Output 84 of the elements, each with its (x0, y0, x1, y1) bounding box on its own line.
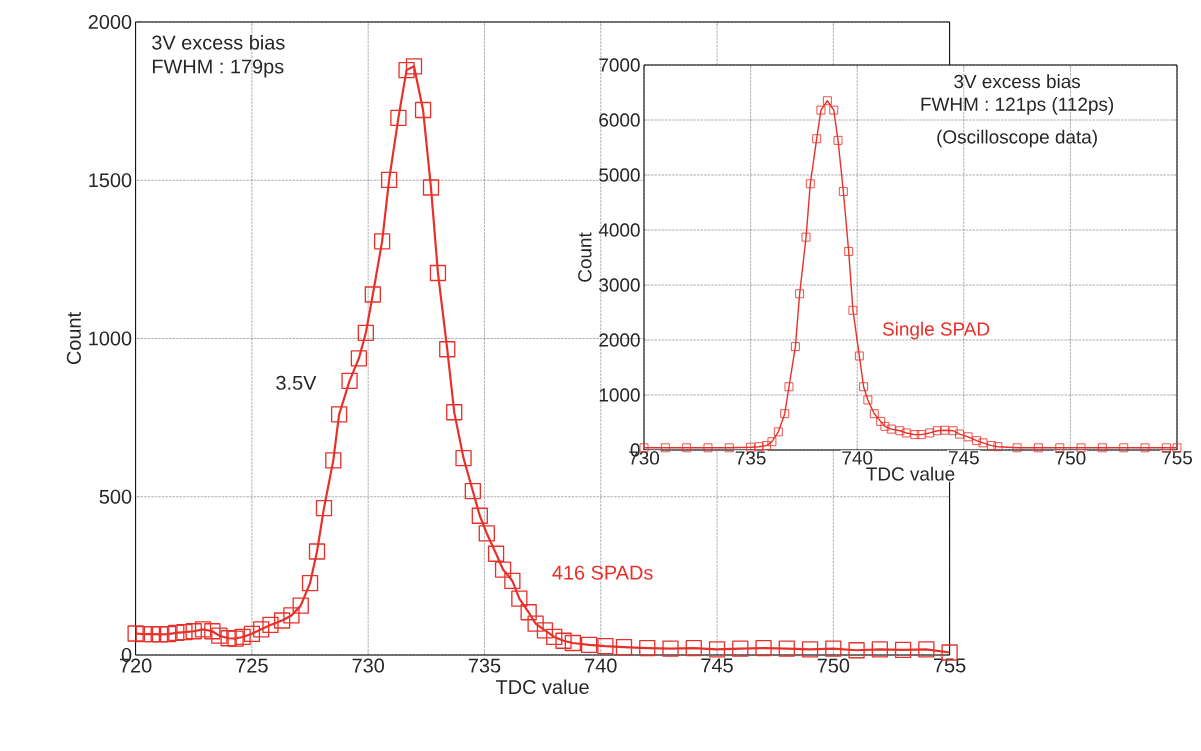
y-tick-label: 4000 (598, 223, 640, 237)
point (784, 382, 794, 392)
x-tick-label: 750 (817, 658, 850, 673)
y-tick-label: 5000 (599, 168, 640, 182)
y-tick-label: 1000 (89, 331, 132, 346)
point (1012, 443, 1022, 453)
point (844, 247, 854, 256)
y-tick-label: 500 (99, 489, 132, 504)
point (955, 429, 964, 439)
y-tick-label: 2000 (599, 333, 640, 347)
x-tick-label: 740 (585, 658, 617, 673)
annotation: 3.5V (276, 375, 317, 390)
point (910, 430, 920, 440)
x-tick-label: 730 (352, 658, 385, 673)
point (660, 443, 670, 453)
point (795, 289, 805, 299)
point (754, 442, 764, 452)
point (1140, 443, 1150, 453)
point (801, 232, 811, 242)
x-tick-label: 755 (1162, 451, 1192, 465)
point (978, 438, 988, 448)
point (822, 96, 832, 106)
point (767, 437, 777, 447)
y-tick-label: 6000 (599, 113, 640, 127)
point (1034, 443, 1043, 453)
point (932, 426, 942, 436)
point (940, 425, 950, 435)
x-tick-label: 745 (701, 658, 733, 673)
point (682, 443, 692, 453)
x-tick-label: 735 (735, 451, 766, 465)
point (780, 409, 790, 419)
point (863, 395, 873, 405)
x-tick-label: 755 (934, 658, 966, 673)
point (972, 436, 982, 446)
point (762, 441, 772, 451)
point (901, 428, 911, 438)
y-tick-label: 1500 (89, 173, 132, 188)
x-tick-label: 745 (948, 451, 979, 465)
point (854, 351, 864, 361)
series-label: Single SPAD (882, 321, 990, 340)
point (895, 426, 905, 436)
point (790, 342, 800, 352)
x-tick-label: 725 (236, 658, 268, 673)
point (1097, 443, 1107, 453)
point (724, 443, 734, 453)
point (833, 135, 843, 145)
annotation: FWHM : 121ps (112ps) (921, 97, 1114, 115)
x-axis-title: TDC value (866, 466, 955, 481)
y-axis-title: Count (578, 232, 592, 282)
point (838, 187, 848, 196)
point (1119, 443, 1129, 453)
point (916, 430, 926, 440)
y-tick-label: 2000 (88, 14, 132, 30)
x-tick-label: 750 (1055, 451, 1086, 465)
point (703, 443, 713, 453)
point (816, 105, 826, 115)
point (876, 416, 886, 426)
point (987, 441, 996, 451)
y-tick-label: 7000 (599, 58, 640, 72)
x-tick-label: 740 (842, 451, 873, 465)
point (963, 432, 973, 442)
point (805, 179, 815, 189)
point (880, 421, 890, 431)
point (746, 442, 756, 452)
point (993, 442, 1003, 452)
y-tick-label: 3000 (599, 278, 640, 292)
point (886, 424, 896, 434)
point (925, 428, 935, 438)
point (869, 409, 879, 419)
point (812, 134, 822, 144)
y-axis-title: Count (66, 312, 81, 365)
point (848, 305, 858, 315)
x-tick-label: 735 (468, 658, 501, 673)
y-tick-label: 1000 (599, 388, 640, 402)
annotation: FWHM : 179ps (152, 59, 284, 78)
point (948, 426, 958, 436)
point (859, 382, 869, 392)
point (829, 105, 839, 115)
annotation: 3V excess bias (152, 35, 285, 50)
annotation: 3V excess bias (954, 74, 1081, 89)
point (773, 427, 783, 437)
series-label: 416 SPADs (552, 565, 653, 580)
annotation: (Oscilloscope data) (937, 129, 1097, 148)
x-axis-title: TDC value (496, 679, 589, 695)
